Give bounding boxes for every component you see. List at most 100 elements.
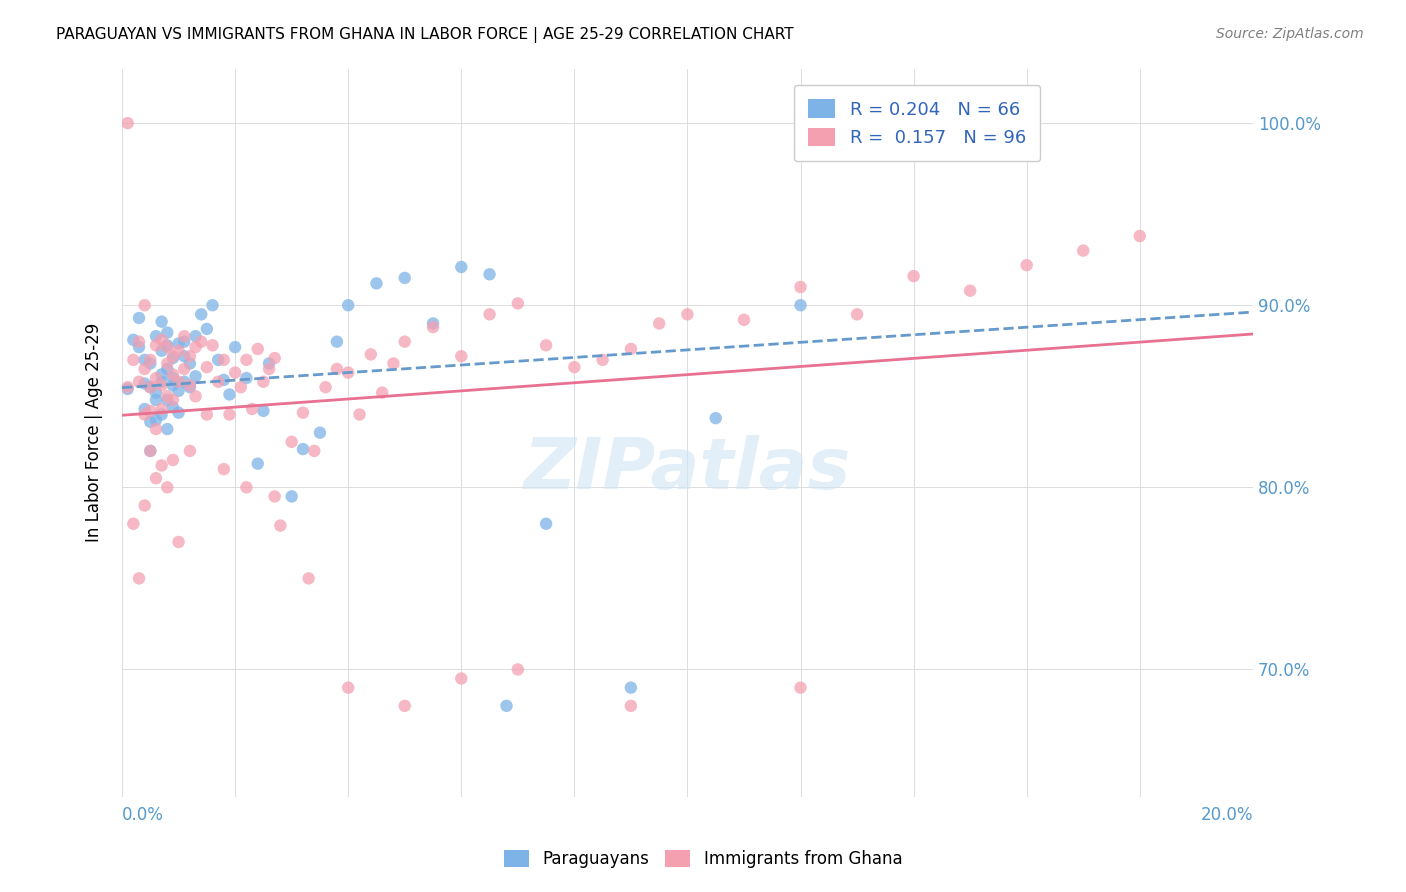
Point [903,269,925,284]
Point [122,333,145,347]
Point [179,380,201,394]
Point [394,334,416,349]
Point [145,385,167,400]
Point [145,329,167,343]
Point [789,681,811,695]
Point [337,366,360,380]
Point [156,326,179,340]
Point [309,425,332,440]
Point [156,480,179,494]
Point [212,373,235,387]
Point [162,349,184,363]
Point [156,389,179,403]
Point [184,389,207,403]
Point [150,402,173,417]
Point [789,280,811,294]
Point [145,371,167,385]
Point [145,422,167,436]
Point [201,298,224,312]
Point [162,368,184,382]
Point [117,382,139,396]
Point [394,271,416,285]
Point [150,315,173,329]
Point [195,360,218,375]
Point [959,284,981,298]
Point [291,442,314,456]
Point [134,298,156,312]
Point [240,402,263,417]
Point [620,681,643,695]
Point [150,343,173,358]
Point [269,518,291,533]
Text: PARAGUAYAN VS IMMIGRANTS FROM GHANA IN LABOR FORCE | AGE 25-29 CORRELATION CHART: PARAGUAYAN VS IMMIGRANTS FROM GHANA IN L… [56,27,794,43]
Point [315,380,337,394]
Point [218,408,240,422]
Point [224,366,246,380]
Point [648,317,671,331]
Point [167,406,190,420]
Point [676,307,699,321]
Point [173,334,195,349]
Point [1071,244,1094,258]
Point [212,352,235,367]
Point [252,404,274,418]
Y-axis label: In Labor Force | Age 25-29: In Labor Force | Age 25-29 [86,323,103,542]
Point [156,422,179,436]
Point [291,406,314,420]
Point [207,375,229,389]
Point [167,384,190,398]
Point [179,349,201,363]
Point [162,401,184,415]
Point [450,260,472,274]
Point [134,408,156,422]
Point [156,392,179,407]
Point [162,453,184,467]
Point [789,298,811,312]
Point [117,116,139,130]
Point [246,457,269,471]
Point [235,352,257,367]
Point [257,357,280,371]
Legend: R = 0.204   N = 66, R =  0.157   N = 96: R = 0.204 N = 66, R = 0.157 N = 96 [793,85,1040,161]
Point [326,334,349,349]
Point [139,380,162,394]
Point [179,378,201,392]
Point [450,672,472,686]
Point [620,342,643,356]
Point [564,360,586,375]
Point [150,458,173,473]
Point [162,371,184,385]
Point [139,444,162,458]
Text: Source: ZipAtlas.com: Source: ZipAtlas.com [1216,27,1364,41]
Point [150,333,173,347]
Point [733,313,755,327]
Point [128,310,150,325]
Point [173,349,195,363]
Point [162,351,184,365]
Point [263,490,285,504]
Point [162,392,184,407]
Point [128,375,150,389]
Point [184,340,207,354]
Point [134,352,156,367]
Point [139,352,162,367]
Point [224,340,246,354]
Point [620,698,643,713]
Point [212,462,235,476]
Point [304,444,326,458]
Point [190,334,212,349]
Point [280,490,302,504]
Point [117,380,139,394]
Point [179,357,201,371]
Point [162,378,184,392]
Point [195,322,218,336]
Point [229,380,252,394]
Point [156,362,179,376]
Point [371,385,394,400]
Point [139,444,162,458]
Point [366,277,388,291]
Point [167,343,190,358]
Point [235,480,257,494]
Point [179,444,201,458]
Point [478,307,501,321]
